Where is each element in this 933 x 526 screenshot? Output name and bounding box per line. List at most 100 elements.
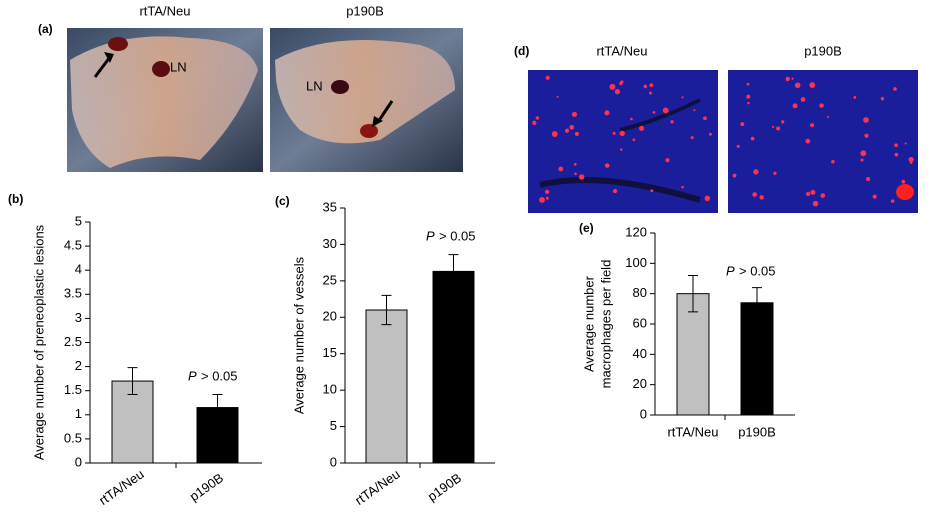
error-bar	[212, 394, 223, 422]
photo	[67, 28, 263, 172]
annotation: > 0.05	[439, 228, 476, 243]
vessel	[539, 177, 701, 203]
cell	[573, 163, 577, 166]
annotation-p: P	[726, 263, 735, 278]
panel-label: (a)	[38, 22, 53, 36]
cell	[539, 196, 545, 203]
x-tick-label: p190B	[738, 424, 776, 439]
cell	[819, 103, 824, 108]
cell	[630, 117, 633, 121]
cell	[662, 107, 669, 114]
cell	[571, 111, 578, 117]
cell	[747, 101, 750, 105]
cell	[569, 124, 575, 130]
cell	[753, 169, 759, 175]
bar	[676, 293, 710, 416]
y-tick-label: 4	[75, 262, 82, 277]
cell	[708, 132, 712, 136]
y-tick-label: 5	[75, 213, 82, 228]
cell	[612, 131, 616, 135]
cell	[810, 123, 815, 128]
y-tick-label: 20	[633, 376, 647, 391]
x-tick-label: rtTA/Neu	[96, 466, 146, 508]
y-tick-label: 4.5	[64, 238, 82, 253]
error-bar	[448, 254, 459, 289]
vessel	[619, 98, 701, 132]
y-tick-label: 2	[75, 358, 82, 373]
cell	[794, 82, 801, 89]
cell	[609, 83, 616, 90]
bar	[432, 270, 475, 464]
cell	[831, 159, 835, 164]
cell	[746, 82, 750, 86]
tag: LN	[170, 59, 187, 74]
cell	[776, 126, 781, 131]
y-tick-label: 35	[323, 199, 337, 214]
cell	[750, 136, 755, 141]
cell	[650, 189, 654, 193]
error-bar	[752, 287, 762, 319]
x-tick-label: p190B	[187, 470, 226, 504]
cell	[853, 96, 857, 99]
bar	[365, 309, 408, 464]
annotation-p: P	[426, 228, 435, 243]
cell	[632, 138, 636, 142]
y-tick-label: 0	[640, 406, 647, 421]
y-axis-label: macrophages per field	[598, 260, 613, 389]
cell	[619, 130, 625, 137]
y-tick-label: 40	[633, 346, 647, 361]
cell	[810, 189, 816, 195]
tag: LN	[306, 78, 323, 93]
cell	[574, 172, 577, 176]
y-tick-label: 20	[323, 309, 337, 324]
cell	[614, 89, 621, 95]
caption: p190B	[346, 3, 384, 18]
cell	[639, 125, 645, 131]
y-tick-label: 15	[323, 345, 337, 360]
photo	[270, 28, 463, 172]
cell	[574, 131, 579, 136]
cell	[909, 161, 913, 164]
y-tick-label: 100	[625, 255, 647, 270]
cell	[604, 110, 610, 116]
cell	[652, 111, 656, 114]
cell	[864, 133, 869, 138]
x-tick-label: p190B	[425, 470, 464, 504]
y-tick-label: 2.5	[64, 334, 82, 349]
cell	[740, 122, 745, 127]
cell	[612, 188, 618, 194]
y-tick-label: 0	[330, 454, 337, 469]
y-tick-label: 0	[75, 454, 82, 469]
cell	[826, 115, 830, 118]
cell	[785, 76, 790, 82]
annotation-p: P	[188, 368, 197, 383]
panel-label: (b)	[8, 192, 23, 206]
y-tick-label: 3	[75, 310, 82, 325]
photo	[728, 70, 918, 213]
y-tick-label: 3.5	[64, 286, 82, 301]
cell	[860, 150, 867, 157]
cell	[894, 143, 898, 148]
cell	[872, 194, 877, 199]
photo	[528, 70, 718, 213]
cell	[704, 195, 711, 201]
cell	[681, 185, 684, 189]
caption: rtTA/Neu	[139, 3, 190, 18]
y-tick-label: 10	[323, 382, 337, 397]
cell	[880, 97, 885, 101]
y-tick-label: 25	[323, 272, 337, 287]
cell	[904, 142, 907, 145]
cell	[564, 128, 570, 133]
cell	[604, 163, 610, 168]
cell	[545, 196, 549, 200]
panel-label: (e)	[579, 221, 594, 235]
cell	[908, 156, 914, 163]
cell	[894, 152, 899, 157]
cell	[732, 173, 737, 178]
annotation: > 0.05	[201, 368, 238, 383]
cell	[620, 148, 623, 151]
cell	[781, 120, 785, 124]
cell	[866, 177, 871, 182]
cell	[893, 87, 897, 91]
